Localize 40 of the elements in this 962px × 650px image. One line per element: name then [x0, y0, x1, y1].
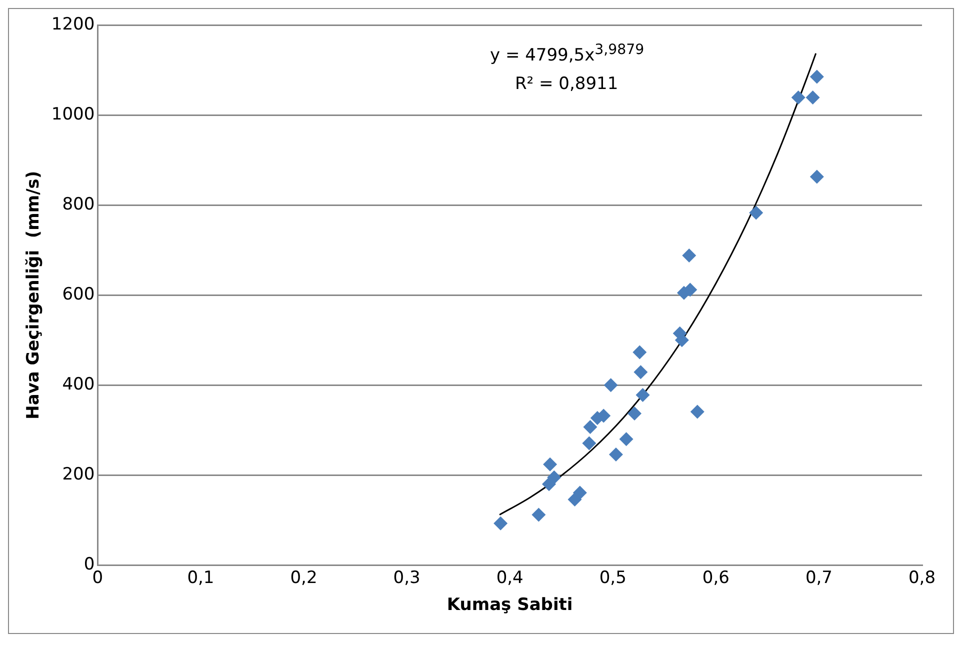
point [583, 420, 598, 434]
point [604, 378, 618, 392]
y-tick-label: 0 [84, 554, 95, 575]
point [749, 206, 764, 220]
y-tick-label: 1000 [51, 104, 95, 124]
y-tick-label: 1200 [51, 14, 95, 34]
point [542, 477, 556, 492]
point [682, 248, 696, 262]
y-tick-label: 600 [62, 284, 95, 305]
point [810, 70, 824, 84]
x-tick-label: 0,1 [187, 568, 214, 588]
annotation: y = 4799,5x$^{3,9879}$ [490, 42, 644, 66]
point [810, 170, 824, 184]
point [632, 345, 647, 360]
point [582, 436, 596, 450]
x-tick-label: 0,7 [805, 568, 832, 588]
point [608, 447, 623, 462]
point [791, 90, 806, 104]
point [634, 365, 648, 380]
x-tick-label: 0,3 [393, 568, 420, 588]
point [543, 457, 558, 472]
point [806, 90, 820, 104]
x-tick-label: 0,6 [702, 568, 730, 588]
x-tick-label: 0,4 [496, 568, 524, 588]
y-tick-label: 400 [62, 374, 95, 395]
x-tick-label: 0,2 [290, 568, 318, 588]
point [619, 432, 634, 446]
x-tick-label: 0,5 [599, 568, 626, 588]
point [636, 388, 650, 402]
y-axis-title: Hava Geçirgenliği (mm/s) [24, 170, 44, 420]
point [572, 486, 587, 500]
point [494, 516, 508, 530]
point [628, 406, 642, 420]
annotation: R² = 0,8911 [515, 74, 618, 94]
y-tick-label: 800 [62, 194, 95, 214]
point [532, 508, 546, 522]
y-tick-label: 200 [62, 464, 95, 485]
x-axis-title: Kumaş Sabiti [446, 595, 573, 616]
point [690, 404, 704, 419]
x-tick-label: 0,8 [908, 568, 936, 588]
